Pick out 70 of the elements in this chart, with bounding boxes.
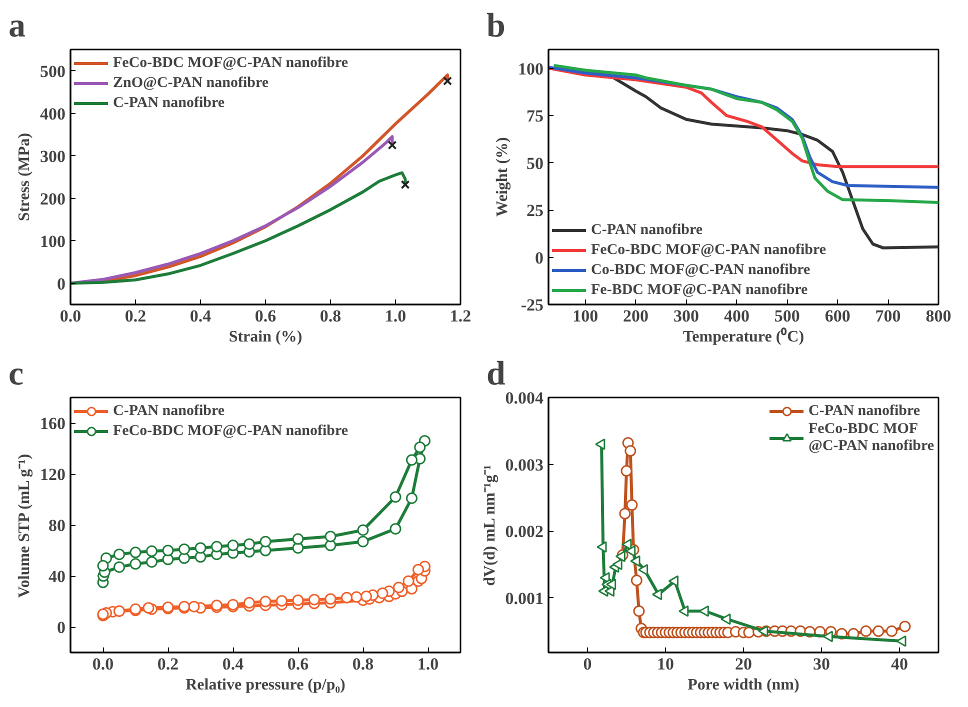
x-tick-label: 0.8 [352,654,374,674]
x-tick-label: 500 [774,306,800,326]
y-tick-label: 300 [40,146,66,166]
x-tick-label: 0.2 [124,306,146,326]
chart-title: c [8,356,24,392]
x-tick-label: 1.0 [384,306,406,326]
chart-title: b [486,8,506,44]
x-tick-label: 0.6 [287,654,309,674]
legend-label: FeCo-BDC MOF @C-PAN nanofibre [808,421,934,455]
y-tick-label: 0.002 [505,522,544,542]
y-tick-label: 0 [535,248,544,268]
x-tick-label: 0.6 [254,306,276,326]
x-tick-label: 0.2 [157,654,179,674]
legend-label: C-PAN nanofibre [808,402,920,420]
y-axis-title: Weight (%) [494,137,511,217]
x-tick-label: 30 [813,654,830,674]
legend-label: FeCo-BDC MOF@C-PAN nanofibre [591,242,826,258]
chart-title: d [486,356,506,392]
legend-label: FeCo-BDC MOF@C-PAN nanofibre [113,54,348,72]
x-tick-label: 20 [735,654,752,674]
y-tick-label: 40 [48,567,66,586]
x-tick-label: 0.0 [92,654,114,674]
x-tick-label: 0.4 [222,654,244,674]
legend-label: C-PAN nanofibre [113,94,225,112]
y-tick-label: 0.004 [505,388,544,408]
y-tick-label: 75 [526,106,544,126]
x-tick-label: 400 [724,306,750,326]
x-axis-title: Temperature (⁰C) [682,328,804,346]
y-tick-label: 0.003 [505,455,544,474]
x-tick-label: 300 [673,306,699,326]
y-axis-title: dV(d) mL nm⁻¹g⁻¹ [481,464,498,586]
y-tick-label: 25 [526,201,544,220]
legend-label: C-PAN nanofibre [591,222,703,238]
x-tick-label: 0 [583,654,592,674]
x-tick-label: 1.2 [450,306,472,326]
y-tick-label: 160 [40,414,66,433]
y-tick-label: -25 [520,296,544,314]
x-tick-label: 40 [891,654,908,674]
x-axis-title: Strain (%) [228,328,302,346]
legend-label: Fe-BDC MOF@C-PAN nanofibre [591,282,808,298]
x-tick-label: 800 [926,306,952,326]
x-tick-label: 100 [572,306,598,326]
y-tick-label: 400 [40,104,66,124]
x-tick-label: 600 [824,306,850,326]
y-tick-label: 80 [48,516,66,535]
legend-label: FeCo-BDC MOF@C-PAN nanofibre [113,422,348,440]
y-tick-label: 120 [40,465,66,484]
x-tick-label: 700 [875,306,901,326]
x-tick-label: 0.0 [60,306,82,326]
chart-title: a [8,8,26,44]
y-tick-label: 0 [57,618,66,637]
y-tick-label: 0.001 [505,588,544,608]
legend-label: ZnO@C-PAN nanofibre [113,74,268,92]
legend-label: Co-BDC MOF@C-PAN nanofibre [591,262,810,278]
x-tick-label: 0.8 [320,306,342,326]
y-tick-label: 100 [518,59,544,78]
y-tick-label: 100 [40,232,66,251]
x-tick-label: 1.0 [417,654,439,674]
x-tick-label: 0.4 [190,306,212,326]
y-tick-label: 200 [40,189,66,208]
x-axis-title: Relative pressure (p/p₀) [186,676,346,694]
y-axis-title: Volume STP (mL g⁻¹) [16,454,33,598]
legend-label: C-PAN nanofibre [113,402,225,420]
x-axis-title: Pore width (nm) [688,676,800,694]
y-tick-label: 500 [40,62,66,81]
x-tick-label: 10 [657,654,674,674]
y-tick-label: 50 [526,154,544,173]
x-tick-label: 200 [623,306,649,326]
y-tick-label: 0 [57,274,66,294]
y-axis-title: Stress (MPa) [16,132,33,222]
